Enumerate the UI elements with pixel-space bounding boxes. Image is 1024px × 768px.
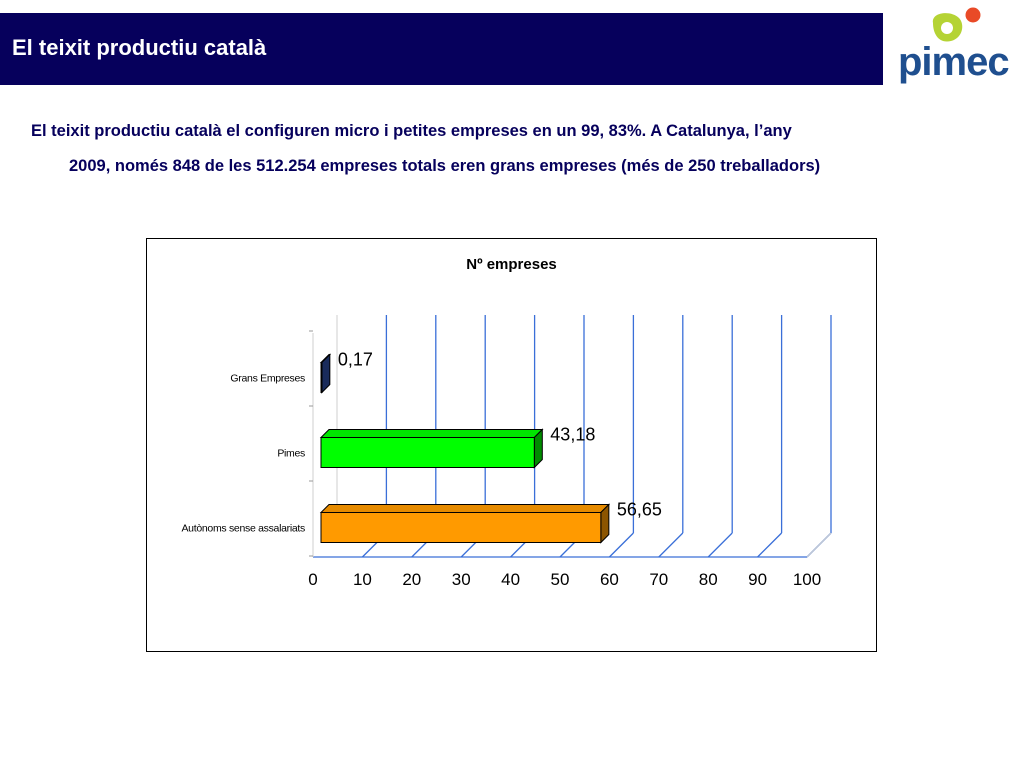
- pimec-logo: pimec: [893, 4, 1018, 86]
- logo-text: pimec: [898, 40, 1010, 84]
- chart-title: Nº empreses: [466, 256, 557, 273]
- x-tick-label: 80: [699, 570, 718, 589]
- x-tick-label: 60: [600, 570, 619, 589]
- data-label: 43,18: [550, 425, 595, 445]
- category-label: Pimes: [277, 448, 305, 460]
- intro-paragraph: El teixit productiu català el configuren…: [31, 114, 991, 184]
- bar: [320, 362, 323, 393]
- intro-line-1: El teixit productiu català el configuren…: [31, 122, 792, 140]
- x-tick-label: 30: [452, 570, 471, 589]
- bar-top-face: [319, 429, 544, 438]
- bar: [320, 437, 535, 468]
- category-label: Autònoms sense assalariats: [181, 523, 305, 535]
- floor-gridline: [757, 532, 783, 558]
- x-tick-label: 100: [793, 570, 821, 589]
- data-label: 0,17: [338, 350, 373, 370]
- x-tick-label: 0: [308, 570, 317, 589]
- x-tick-label: 40: [501, 570, 520, 589]
- x-tick-label: 70: [649, 570, 668, 589]
- bar-chart: Grans Empreses 0,17 Pimes 43,18 Autònoms sen…: [181, 315, 832, 589]
- x-tick-label: 20: [402, 570, 421, 589]
- chart-container: Nº empreses Grans Empreses 0,17 Pimes 43,18…: [146, 238, 877, 652]
- bar-top-face: [319, 504, 611, 513]
- floor-gridline: [658, 532, 684, 558]
- logo-mark-icon: [932, 7, 981, 42]
- category-label: Grans Empreses: [230, 373, 305, 385]
- bar: [320, 512, 602, 543]
- floor-gridline: [608, 532, 634, 558]
- data-label: 56,65: [617, 500, 662, 520]
- intro-line-2: 2009, només 848 de les 512.254 empreses …: [69, 157, 821, 175]
- page-title: El teixit productiu català: [12, 35, 267, 60]
- x-tick-label: 10: [353, 570, 372, 589]
- floor-gridline: [707, 532, 733, 558]
- title-bar: El teixit productiu català: [0, 13, 883, 85]
- floor-edge: [806, 532, 832, 558]
- x-tick-label: 50: [551, 570, 570, 589]
- x-tick-label: 90: [748, 570, 767, 589]
